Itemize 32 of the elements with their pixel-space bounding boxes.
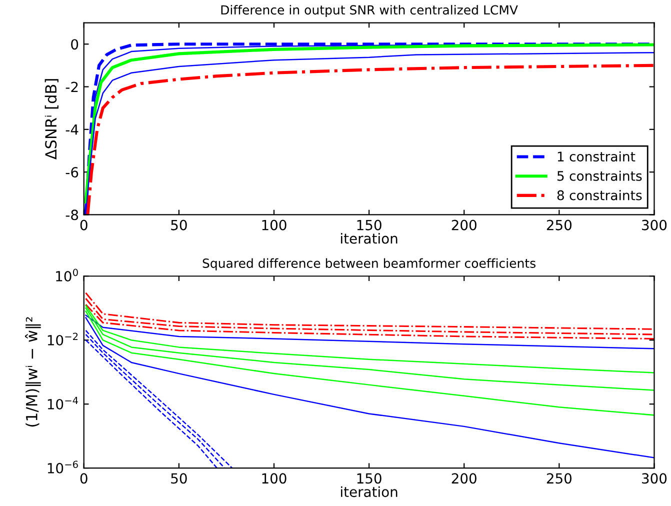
- y-tick-label: -8: [66, 210, 78, 220]
- x-tick-label: 0: [80, 473, 88, 484]
- y-axis-title: ΔSNRⁱ [dB]: [44, 79, 58, 160]
- x-tick-label: 250: [546, 473, 572, 484]
- chart-title: Squared difference between beamformer coefficients: [202, 258, 536, 270]
- x-tick-label: 0: [80, 220, 88, 230]
- y-axis-title: (1/M)‖wⁱ − ŵ‖²: [24, 317, 41, 427]
- y-tick-label: -4: [66, 124, 78, 135]
- x-tick-label: 200: [452, 473, 476, 484]
- x-axis-title: iteration: [341, 233, 398, 244]
- x-tick-label: 300: [642, 220, 667, 230]
- y-tick-label: 0: [71, 39, 78, 50]
- y-tick-label: -2: [66, 82, 78, 92]
- x-tick-label: 200: [452, 220, 476, 230]
- y-tick-label: 10$^{0}$: [56, 268, 78, 282]
- x-tick-label: 150: [357, 473, 382, 484]
- legend-label: 1 constraint: [558, 151, 636, 162]
- x-tick-label: 300: [642, 473, 667, 484]
- x-tick-label: 50: [171, 473, 187, 484]
- y-tick-label: 10$^{−2}$: [48, 332, 78, 346]
- x-axis-title: iteration: [341, 486, 398, 498]
- chart-title: Difference in output SNR with centralized LCMV: [221, 4, 518, 18]
- x-tick-label: 50: [171, 220, 187, 230]
- x-tick-label: 100: [262, 220, 286, 230]
- x-tick-label: 100: [262, 473, 286, 484]
- y-tick-label: -6: [66, 167, 78, 178]
- x-tick-label: 250: [546, 220, 572, 230]
- legend-label: 5 constraints: [557, 170, 642, 181]
- y-tick-label: 10$^{−6}$: [48, 460, 78, 474]
- x-tick-label: 150: [357, 220, 382, 230]
- legend-label: 8 constraints: [557, 190, 642, 200]
- y-tick-label: 10$^{−4}$: [48, 396, 78, 410]
